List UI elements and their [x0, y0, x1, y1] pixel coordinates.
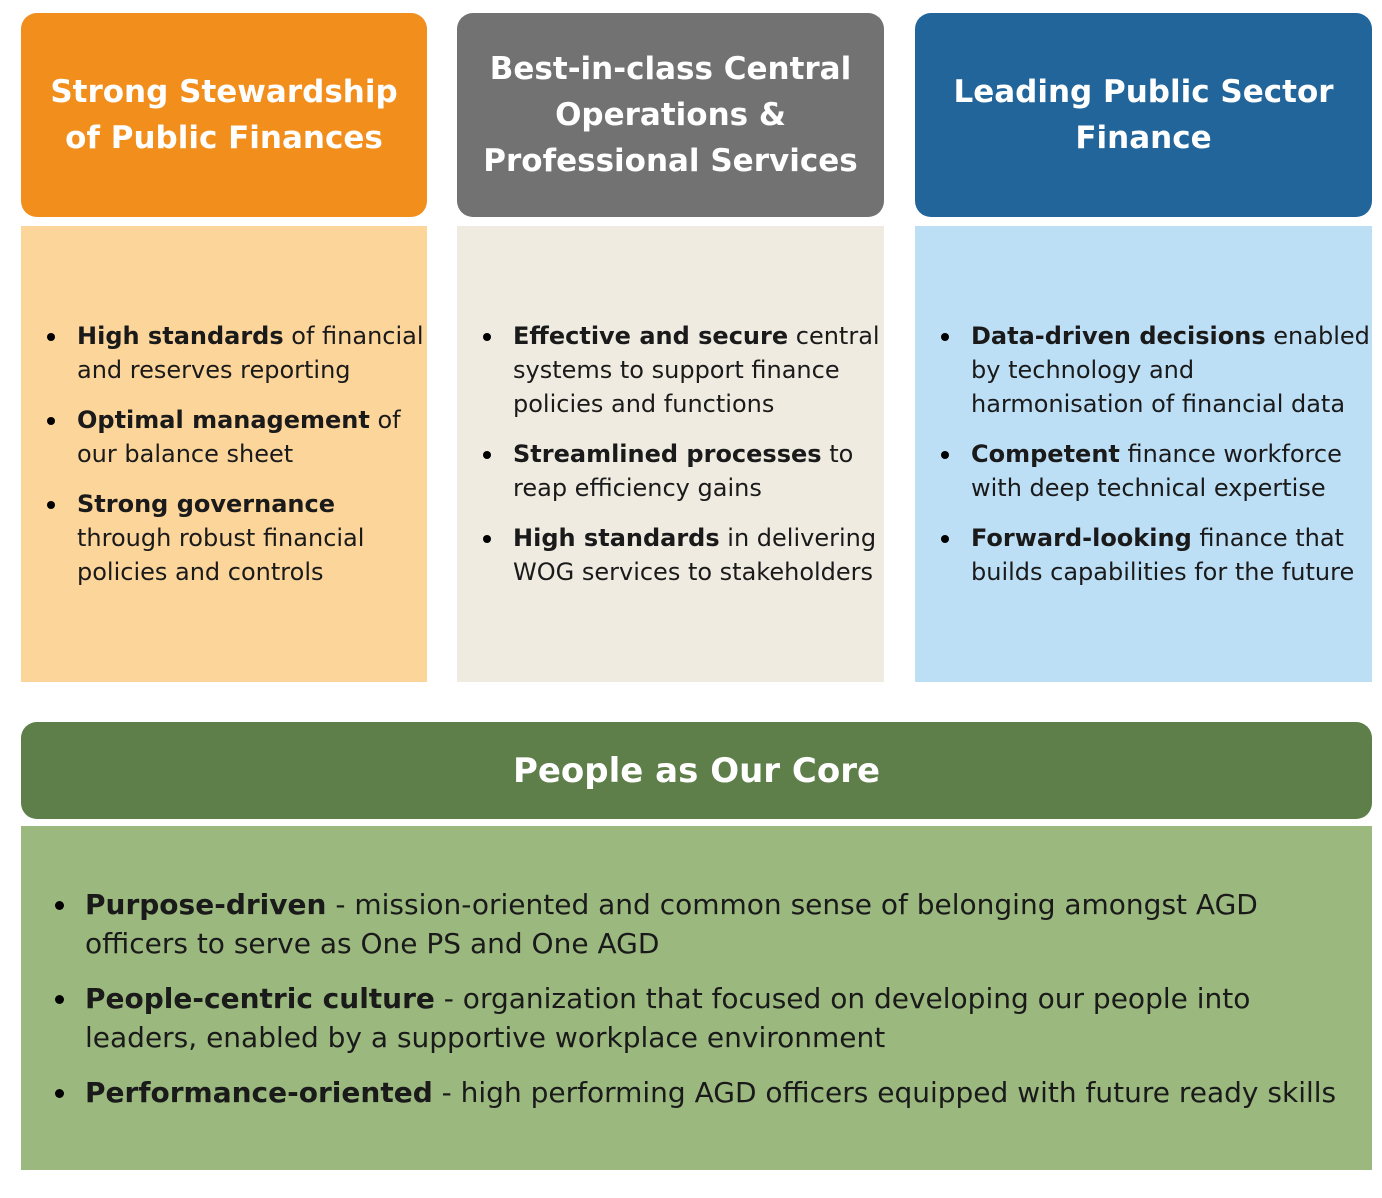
bullet-bold: Effective and secure: [513, 322, 789, 350]
pillar-body-leading-finance: Data-driven decisions enabled by technol…: [915, 226, 1372, 682]
bullet-list: Effective and secure central systems to …: [457, 319, 884, 589]
pillar-title: Best-in-class Central Operations & Profe…: [483, 51, 858, 179]
pillar-header-operations: Best-in-class Central Operations & Profe…: [457, 13, 884, 217]
bullet-bold: Data-driven decisions: [971, 322, 1266, 350]
pillar-body-operations: Effective and secure central systems to …: [457, 226, 884, 682]
bullet-list: Data-driven decisions enabled by technol…: [915, 319, 1372, 589]
bullet-bold: People-centric culture: [85, 981, 435, 1015]
bullet-bold: Streamlined processes: [513, 440, 822, 468]
bullet-text: through robust financial policies and co…: [77, 524, 365, 586]
bullet-list: High standards of financial and reserves…: [21, 319, 427, 589]
list-item: High standards in delivering WOG service…: [483, 521, 884, 589]
list-item: Forward-looking finance that builds capa…: [941, 521, 1372, 589]
list-item: Streamlined processes to reap efficiency…: [483, 437, 884, 505]
bullet-text: in delivering WOG services to stakeholde…: [513, 524, 877, 586]
bullet-bold: High standards: [513, 524, 720, 552]
bullet-bold: High standards: [77, 322, 284, 350]
list-item: High standards of financial and reserves…: [47, 319, 427, 387]
bullet-text: finance that builds capabilities for the…: [971, 524, 1355, 586]
bullet-text: finance workforce with deep technical ex…: [971, 440, 1342, 502]
core-body: Purpose-driven - mission-oriented and co…: [21, 826, 1372, 1170]
bullet-text: - high performing AGD officers equipped …: [432, 1075, 1337, 1109]
list-item: Effective and secure central systems to …: [483, 319, 884, 421]
bullet-bold: Optimal management: [77, 406, 370, 434]
bullet-bold: Purpose-driven: [85, 887, 327, 921]
bullet-text: to reap efficiency gains: [513, 440, 854, 502]
bullet-text: of financial and reserves reporting: [77, 322, 424, 384]
list-item: Purpose-driven - mission-oriented and co…: [55, 885, 1348, 963]
list-item: Performance-oriented - high performing A…: [55, 1073, 1348, 1112]
list-item: Optimal management of our balance sheet: [47, 403, 427, 471]
bullet-text: - mission-oriented and common sense of b…: [85, 887, 1258, 960]
list-item: Data-driven decisions enabled by technol…: [941, 319, 1372, 421]
bullet-bold: Strong governance: [77, 490, 335, 518]
bullet-bold: Competent: [971, 440, 1120, 468]
core-title: People as Our Core: [512, 750, 881, 791]
pillar-title: Leading Public Sector Finance: [953, 74, 1334, 156]
list-item: Strong governance through robust financi…: [47, 487, 427, 589]
pillar-header-leading-finance: Leading Public Sector Finance: [915, 13, 1372, 217]
core-header: People as Our Core: [21, 722, 1372, 819]
pillar-title: Strong Stewardship of Public Finances: [50, 74, 398, 156]
bullet-text: of our balance sheet: [77, 406, 401, 468]
pillar-body-stewardship: High standards of financial and reserves…: [21, 226, 427, 682]
bullet-list: Purpose-driven - mission-oriented and co…: [21, 885, 1372, 1112]
bullet-bold: Forward-looking: [971, 524, 1192, 552]
pillar-header-stewardship: Strong Stewardship of Public Finances: [21, 13, 427, 217]
bullet-text: - organization that focused on developin…: [85, 981, 1251, 1054]
bullet-bold: Performance-oriented: [85, 1075, 433, 1109]
bullet-text: central systems to support finance polic…: [513, 322, 880, 418]
list-item: People-centric culture - organization th…: [55, 979, 1348, 1057]
bullet-text: enabled by technology and harmonisation …: [971, 322, 1370, 418]
list-item: Competent finance workforce with deep te…: [941, 437, 1372, 505]
